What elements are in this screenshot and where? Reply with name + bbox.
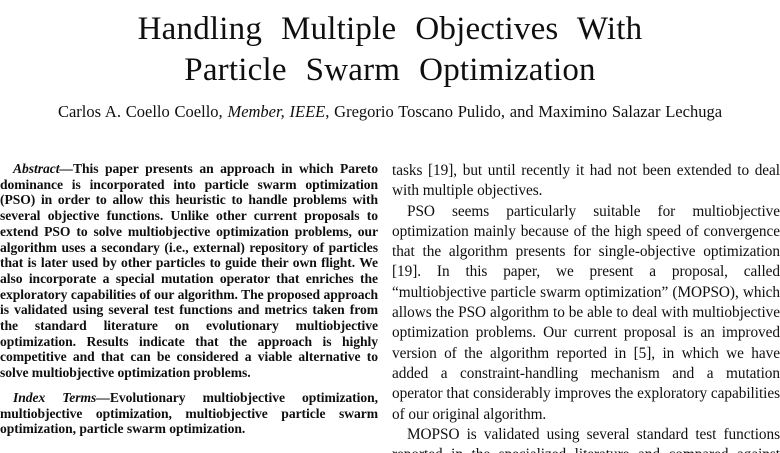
- paper-title: Handling Multiple Objectives With Particl…: [0, 0, 780, 91]
- left-column: Abstract—This paper presents an approach…: [0, 161, 378, 453]
- two-column-body: Abstract—This paper presents an approach…: [0, 161, 780, 453]
- authors-line: Carlos A. Coello Coello, Member, IEEE, G…: [0, 102, 780, 122]
- index-terms-text: Evolutionary multiobjective optimization…: [0, 389, 378, 437]
- abstract-paragraph: Abstract—This paper presents an approach…: [0, 161, 378, 381]
- body-paragraph-3: MOPSO is validated using several standar…: [392, 425, 780, 453]
- body-paragraph-1: tasks [19], but until recently it had no…: [392, 162, 780, 200]
- author-membership: Member, IEEE: [227, 102, 326, 121]
- author-name-first: Carlos A. Coello Coello,: [57, 102, 228, 121]
- abstract-text: This paper presents an approach in which…: [0, 161, 378, 381]
- body-paragraph-2: PSO seems particularly suitable for mult…: [392, 202, 780, 423]
- abstract-label: Abstract—: [13, 161, 73, 176]
- right-column: tasks [19], but until recently it had no…: [392, 161, 780, 453]
- index-terms-label: Index Terms—: [13, 389, 110, 405]
- paper-title-line-1: Handling Multiple Objectives With: [137, 11, 643, 47]
- author-names-rest: , Gregorio Toscano Pulido, and Maximino …: [325, 102, 723, 121]
- index-terms-paragraph: Index Terms—Evolutionary multiobjective …: [0, 390, 378, 437]
- paper-title-line-2: Particle Swarm Optimization: [184, 52, 596, 88]
